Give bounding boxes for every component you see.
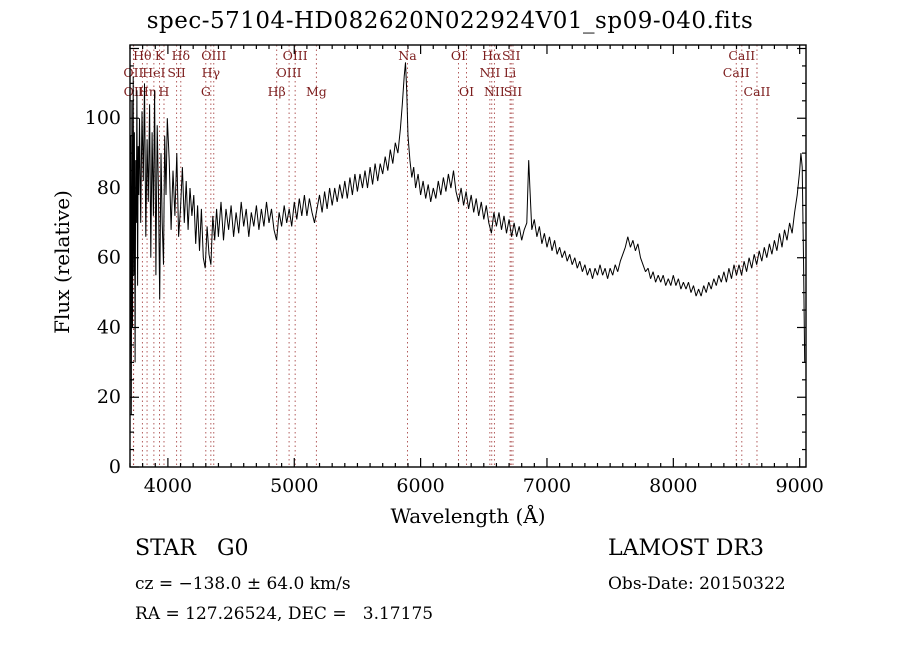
classification-label: STAR G0 bbox=[135, 536, 249, 561]
ra-dec-label: RA = 127.26524, DEC = 3.17175 bbox=[135, 604, 434, 624]
spectral-line-label: G bbox=[201, 84, 211, 99]
plot-frame bbox=[129, 44, 807, 468]
spectral-line-label: Hγ bbox=[202, 65, 220, 80]
spectral-line-label: CaII bbox=[723, 65, 750, 80]
survey-label: LAMOST DR3 bbox=[608, 536, 764, 561]
redshift-velocity-label: cz = −138.0 ± 64.0 km/s bbox=[135, 574, 351, 594]
spectral-line-label: H bbox=[159, 84, 170, 99]
y-tick-label: 40 bbox=[97, 316, 121, 338]
y-tick-label: 100 bbox=[85, 107, 121, 129]
x-tick-label: 8000 bbox=[649, 475, 697, 497]
y-tick-label: 60 bbox=[97, 247, 121, 269]
spectral-line-label: K bbox=[155, 48, 165, 63]
x-tick-label: 5000 bbox=[270, 475, 318, 497]
x-tick-label: 4000 bbox=[144, 475, 192, 497]
spectral-line-label: HeI bbox=[142, 65, 165, 80]
spectral-line-label: CaII bbox=[728, 48, 755, 63]
obs-date-label: Obs-Date: 20150322 bbox=[608, 574, 786, 594]
y-tick-label: 80 bbox=[97, 177, 121, 199]
y-tick-label: 20 bbox=[97, 386, 121, 408]
spectral-line-label: Hη bbox=[138, 84, 156, 99]
spectral-line-label: OIII bbox=[283, 48, 308, 63]
spectral-line-label: NII bbox=[479, 65, 500, 80]
spectral-line-label: SII bbox=[167, 65, 186, 80]
spectral-line-label: Li bbox=[504, 65, 516, 80]
plot-title: spec-57104-HD082620N022924V01_sp09-040.f… bbox=[146, 8, 754, 34]
spectrum-trace bbox=[129, 62, 806, 415]
spectral-line-label: OIII bbox=[201, 48, 226, 63]
spectral-line-label: OI bbox=[451, 48, 466, 63]
spectral-line-label: CaII bbox=[744, 84, 771, 99]
spectral-line-label: Hδ bbox=[172, 48, 190, 63]
spectral-line-label: SII bbox=[502, 48, 521, 63]
spectral-line-label: SII bbox=[504, 84, 523, 99]
x-axis-label: Wavelength (Å) bbox=[390, 504, 546, 528]
spectral-line-label: Na bbox=[398, 48, 417, 63]
spectral-line-label: OIII bbox=[277, 65, 302, 80]
x-tick-label: 6000 bbox=[396, 475, 444, 497]
spectral-line-label: Mg bbox=[306, 84, 327, 99]
spectral-line-label: Hβ bbox=[268, 84, 286, 99]
y-tick-label: 0 bbox=[109, 456, 121, 478]
x-tick-label: 7000 bbox=[523, 475, 571, 497]
spectral-line-label: NII bbox=[484, 84, 505, 99]
spectral-line-label: Hα bbox=[482, 48, 502, 63]
x-tick-label: 9000 bbox=[776, 475, 824, 497]
spectral-line-label: Hθ bbox=[133, 48, 151, 63]
spectral-line-label: OI bbox=[459, 84, 474, 99]
